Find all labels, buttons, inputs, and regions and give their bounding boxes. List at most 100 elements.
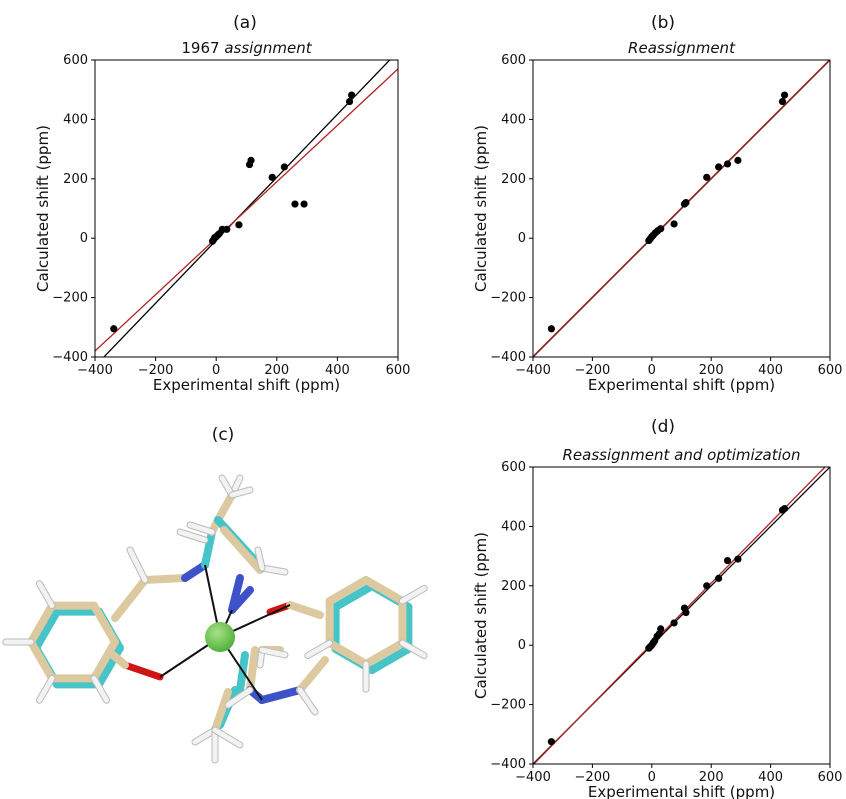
y-tick-label-b--400: −400 [490, 350, 526, 365]
bond-70 [286, 601, 324, 619]
chart-title-italic-b: Reassignment [628, 39, 736, 57]
data-point-a-17 [345, 97, 354, 106]
h-bond-58 [187, 522, 215, 535]
h-bond-87 [297, 687, 318, 715]
bond-74 [258, 686, 304, 704]
h-bond-60 [177, 529, 208, 543]
x-axis-label-a: Experimental shift (ppm) [153, 376, 340, 394]
y-tick-label-d--200: −200 [490, 698, 526, 713]
h-bond-34 [399, 640, 427, 659]
bond-46 [201, 528, 216, 569]
chart-title-prefix-a: 1967 [181, 39, 224, 57]
data-point-d-16 [734, 555, 742, 563]
bond-30 [325, 576, 370, 605]
data-point-b-14 [723, 160, 732, 168]
h-bond-16 [36, 675, 55, 703]
data-point-a-1 [110, 325, 118, 333]
x-tick-label-a--400: −400 [77, 363, 113, 378]
chart-title-italic-d: Reassignment and optimization [563, 446, 801, 464]
x-tick-label-d-600: 600 [818, 770, 843, 785]
fit-line-a-1 [102, 60, 391, 357]
y-tick-label-b-200: 200 [501, 172, 526, 187]
data-point-b-16 [778, 97, 787, 106]
data-point-d-10 [670, 619, 678, 627]
x-tick-label-a-600: 600 [386, 363, 411, 378]
data-point-a-18 [348, 91, 356, 99]
y-tick-label-a-400: 400 [63, 112, 88, 127]
y-tick-label-b-400: 400 [501, 112, 526, 127]
chart-title-b: Reassignment [628, 39, 736, 57]
metal-atom [205, 622, 235, 652]
bond-42 [141, 574, 189, 584]
x-axis-label-d: Experimental shift (ppm) [588, 783, 775, 799]
h-bond-56 [229, 487, 253, 498]
data-point-b-11 [682, 198, 690, 207]
x-tick-label-b--200: −200 [575, 363, 611, 378]
data-point-a-10 [235, 221, 243, 229]
bond-41 [111, 576, 149, 622]
bond-28 [325, 639, 370, 668]
y-tick-label-a-600: 600 [63, 53, 88, 68]
bond-31 [362, 576, 407, 605]
h-bond-40 [399, 585, 427, 604]
chart-a: 1967 assignment −400 −200 0 200 400 600 −400 −20… [34, 39, 410, 394]
y-tick-label-b--200: −200 [490, 291, 526, 306]
x-tick-label-d-200: 200 [699, 770, 724, 785]
data-point-d-12 [682, 608, 690, 617]
data-point-b-15 [734, 156, 742, 164]
panel-label-b: (b) [651, 13, 675, 33]
data-point-d-14 [715, 574, 723, 582]
data-point-a-9 [223, 225, 231, 233]
y-tick-label-b-600: 600 [501, 53, 526, 68]
panel-label-d: (d) [651, 417, 675, 437]
bond-24 [331, 582, 376, 611]
h-bond-64 [255, 547, 265, 571]
bond-77 [211, 688, 232, 734]
h-bond-20 [36, 581, 55, 609]
bond-9 [27, 638, 56, 683]
x-tick-label-a-400: 400 [325, 363, 350, 378]
panel-label-a: (a) [233, 13, 257, 33]
data-point-b-17 [780, 91, 789, 99]
bond-7 [90, 638, 119, 683]
x-tick-label-b--400: −400 [515, 363, 551, 378]
plot-frame-d [532, 466, 831, 765]
data-point-b-13 [715, 163, 723, 171]
panel-label-c: (c) [212, 425, 235, 445]
h-bond-85 [225, 687, 253, 708]
molecule-structure-image [2, 474, 428, 764]
bond-66 [228, 586, 254, 614]
x-tick-label-b-0: 0 [648, 363, 656, 378]
data-point-b-9 [670, 220, 678, 228]
bond-67 [121, 661, 164, 681]
h-bond-83 [212, 727, 243, 748]
data-point-a-12 [247, 156, 255, 164]
data-point-a-13 [268, 173, 276, 181]
h-bond-14 [91, 675, 110, 703]
y-tick-label-a--200: −200 [52, 291, 88, 306]
x-tick-label-d--400: −400 [515, 770, 551, 785]
y-tick-label-d-400: 400 [501, 519, 526, 534]
y-tick-label-d--400: −400 [490, 757, 526, 772]
bond-48 [214, 491, 236, 524]
y-axis-label-d: Calculated shift (ppm) [472, 532, 490, 699]
bond-12 [90, 601, 119, 646]
data-point-d-15 [723, 556, 732, 565]
data-point-d-18 [780, 504, 789, 513]
h-bond-62 [259, 565, 288, 575]
bond-27 [362, 639, 407, 668]
data-point-d-9 [657, 625, 665, 633]
x-tick-label-a-0: 0 [212, 363, 220, 378]
data-point-a-14 [280, 163, 288, 171]
x-tick-label-a-200: 200 [264, 363, 289, 378]
x-tick-label-d-0: 0 [648, 770, 656, 785]
y-tick-label-b-0: 0 [518, 231, 526, 246]
plot-frame-a [94, 59, 399, 358]
x-tick-label-a--200: −200 [138, 363, 174, 378]
data-point-b-12 [703, 173, 711, 181]
chart-title-a: 1967 assignment [181, 39, 312, 57]
h-bond-92 [259, 647, 288, 658]
chart-title-d: Reassignment and optimization [563, 446, 801, 464]
bond-68 [109, 651, 129, 669]
plot-frame-b [532, 59, 831, 358]
